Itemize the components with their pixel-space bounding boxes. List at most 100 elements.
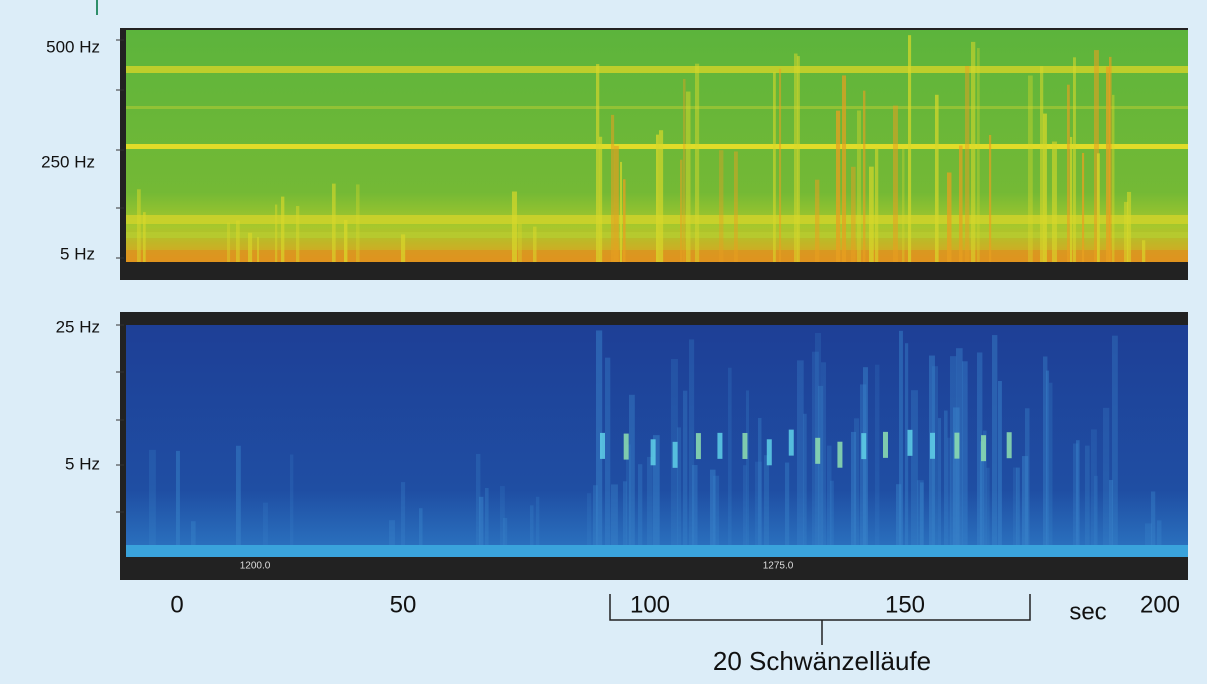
- texture-stripe: [971, 41, 976, 262]
- texture-stripe: [533, 226, 537, 262]
- texture-stripe: [875, 148, 879, 262]
- texture-stripe: [623, 481, 627, 545]
- texture-stripe: [143, 212, 146, 262]
- y-label: 500 Hz: [46, 37, 100, 56]
- texture-stripe: [1070, 136, 1073, 262]
- top-spectrogram: [116, 28, 1188, 280]
- texture-stripe: [746, 390, 750, 545]
- texture-stripe: [611, 484, 618, 545]
- texture-stripe: [728, 367, 732, 545]
- texture-stripe: [149, 449, 156, 545]
- texture-stripe: [1094, 475, 1098, 545]
- texture-stripe: [236, 445, 241, 545]
- texture-stripe: [950, 356, 957, 545]
- texture-stripe: [518, 223, 522, 262]
- texture-stripe: [599, 136, 603, 262]
- texture-stripe: [1094, 50, 1099, 263]
- texture-stripe: [290, 454, 294, 545]
- texture-stripe: [344, 219, 348, 262]
- pulse: [815, 437, 821, 464]
- texture-stripe: [896, 484, 902, 545]
- texture-stripe: [689, 339, 695, 545]
- time-label: 1275.0: [763, 561, 794, 572]
- texture-stripe: [719, 150, 724, 262]
- texture-stripe: [500, 486, 505, 545]
- texture-stripe: [281, 196, 285, 262]
- texture-stripe: [857, 110, 861, 262]
- annotation: 20 Schwänzelläufe: [713, 646, 931, 676]
- texture-stripe: [227, 222, 231, 262]
- x-unit: sec: [1069, 598, 1106, 625]
- texture-stripe: [620, 161, 623, 262]
- pulse: [695, 433, 701, 460]
- texture-stripe: [797, 360, 804, 545]
- bracket: [609, 594, 1031, 645]
- texture-stripe: [758, 417, 762, 545]
- pulse: [882, 431, 888, 458]
- texture-stripe: [1106, 66, 1110, 263]
- texture-stripe: [821, 362, 826, 545]
- texture-stripe: [593, 485, 598, 545]
- y-label: 5 Hz: [65, 454, 100, 473]
- texture-stripe: [275, 204, 278, 262]
- texture-stripe: [479, 496, 484, 545]
- texture-stripe: [827, 445, 832, 545]
- texture-stripe: [653, 435, 660, 545]
- texture-stripe: [1109, 56, 1112, 262]
- texture-stripe: [629, 394, 635, 545]
- texture-stripe: [1046, 370, 1050, 545]
- texture-stripe: [614, 145, 619, 262]
- texture-stripe: [1022, 456, 1029, 545]
- texture-stripe: [983, 430, 987, 545]
- texture-stripe: [869, 166, 874, 262]
- texture-stripe: [992, 335, 998, 545]
- pulse: [672, 441, 678, 468]
- texture-stripe: [899, 330, 903, 545]
- texture-stripe: [683, 78, 686, 263]
- texture-stripe: [248, 232, 253, 262]
- texture-stripe: [1127, 191, 1132, 262]
- texture-stripe: [1109, 479, 1113, 545]
- texture-stripe: [989, 134, 992, 262]
- texture-stripe: [1052, 141, 1057, 262]
- texture-stripe: [1073, 57, 1076, 263]
- texture-stripe: [686, 91, 691, 262]
- pulse: [788, 429, 794, 456]
- texture-stripe: [902, 148, 905, 262]
- texture-stripe: [962, 361, 968, 545]
- time-label: 1200.0: [240, 561, 271, 572]
- pulse: [717, 432, 723, 459]
- texture-stripe: [911, 390, 918, 545]
- texture-stripe: [863, 90, 866, 262]
- texture-stripe: [764, 455, 770, 545]
- texture-stripe: [389, 520, 395, 545]
- pulse: [930, 432, 936, 459]
- texture-stripe: [596, 64, 600, 262]
- texture-stripe: [485, 487, 489, 545]
- texture-stripe: [998, 381, 1002, 545]
- x-tick-label: 150: [885, 591, 925, 618]
- texture-stripe: [623, 179, 626, 262]
- pulse: [742, 432, 748, 459]
- pulse: [907, 429, 913, 456]
- texture-stripe: [476, 453, 481, 545]
- pulse: [954, 432, 960, 459]
- texture-stripe: [626, 444, 631, 545]
- texture-stripe: [1067, 84, 1070, 263]
- texture-stripe: [830, 480, 834, 545]
- texture-stripe: [401, 234, 406, 262]
- texture-stripe: [1076, 440, 1080, 545]
- texture-stripe: [1103, 407, 1110, 545]
- y-label: 250 Hz: [41, 152, 95, 171]
- texture-stripe: [638, 464, 643, 545]
- texture-stripe: [683, 390, 688, 545]
- texture-stripe: [332, 183, 336, 262]
- texture-stripe: [356, 184, 360, 262]
- texture-stripe: [842, 75, 847, 262]
- texture-stripe: [1097, 153, 1100, 262]
- texture-stripe: [908, 35, 912, 263]
- texture-stripe: [1142, 240, 1146, 262]
- texture-stripe: [1091, 429, 1097, 545]
